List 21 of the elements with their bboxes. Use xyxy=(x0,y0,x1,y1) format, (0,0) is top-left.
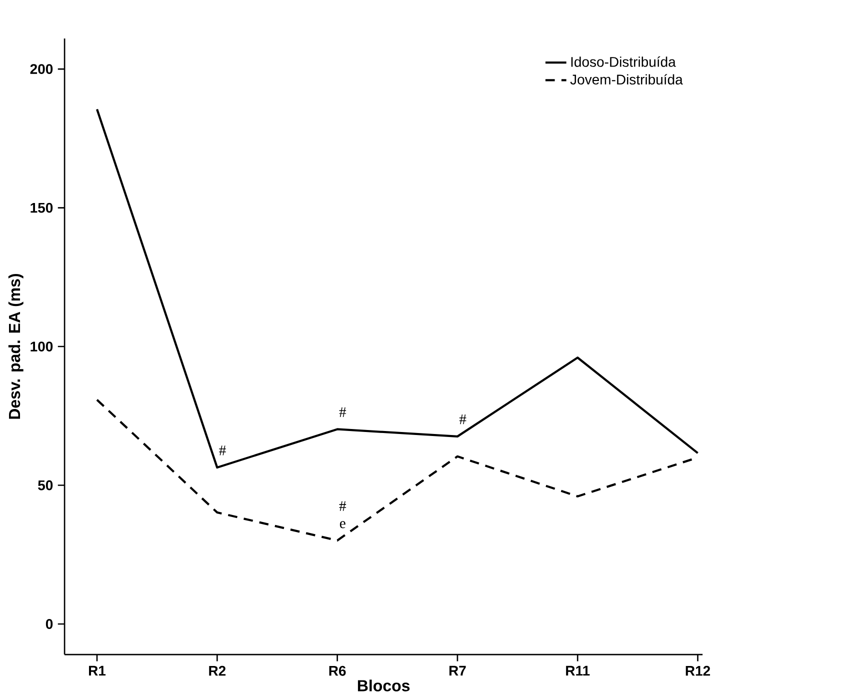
x-tick-label: R2 xyxy=(209,666,226,676)
line-series xyxy=(96,108,699,469)
x-tick-label: R7 xyxy=(449,666,466,676)
annotation: # xyxy=(219,446,226,456)
annotation: # xyxy=(459,414,466,424)
x-tick-label: R6 xyxy=(329,666,346,676)
y-tick-label: 0 xyxy=(46,619,53,629)
legend-label: Jovem-Distribuída xyxy=(570,74,683,85)
annotation: # xyxy=(339,407,346,417)
x-tick-label: R12 xyxy=(686,666,710,676)
x-axis-title: Blocos xyxy=(358,680,410,692)
y-tick-label: 50 xyxy=(38,480,53,490)
x-tick-label: R1 xyxy=(88,666,106,676)
x-tick-label: R11 xyxy=(566,666,590,676)
y-axis-title: Desv. pad. EA (ms) xyxy=(8,274,24,419)
y-tick-label: 100 xyxy=(30,342,53,352)
annotation: e xyxy=(340,521,346,528)
annotation: # xyxy=(339,501,346,511)
legend-label: Idoso-Distribuída xyxy=(571,56,676,67)
y-tick-label: 200 xyxy=(30,64,53,74)
y-tick-label: 150 xyxy=(30,202,53,213)
